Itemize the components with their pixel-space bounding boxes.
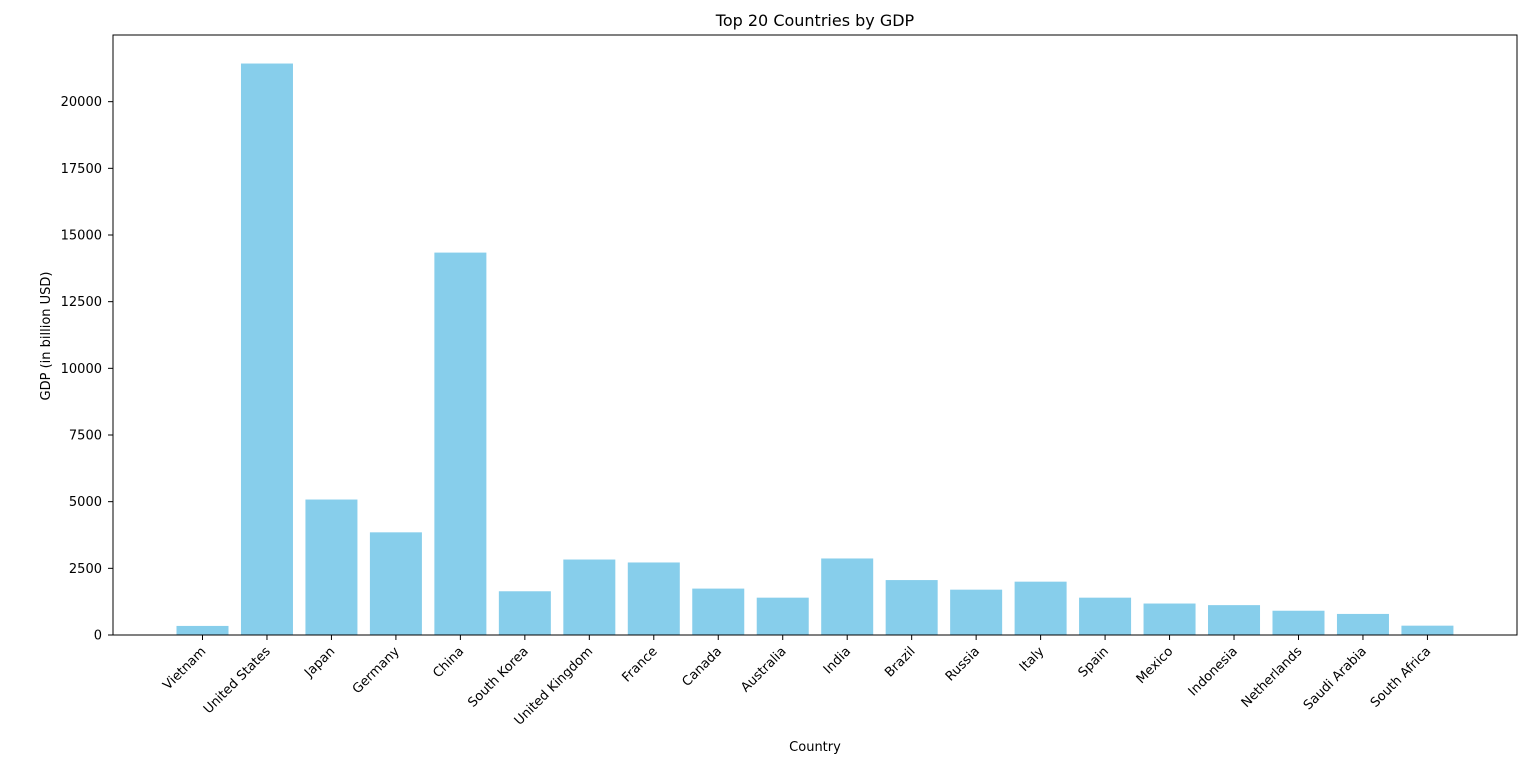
x-tick-label: South Africa [1368,644,1434,710]
bar-vietnam [176,625,229,635]
x-tick-label: Spain [1076,644,1112,680]
y-tick-label: 7500 [69,429,102,444]
x-tick-label: United States [201,644,274,717]
bar-saudi-arabia [1336,613,1389,635]
bar-united-kingdom [563,559,616,635]
x-axis-label: Country [789,740,841,755]
bar-south-africa [1401,625,1454,635]
bar-mexico [1143,603,1196,635]
bar-netherlands [1272,610,1325,635]
x-tick-label: India [821,644,854,677]
bar-india [821,558,874,635]
y-axis-ticks: 0 2500 5000 7500 10000 12500 15000 17500 20000 [61,95,113,644]
x-tick-label: Indonesia [1186,644,1241,699]
x-tick-label: France [619,644,660,685]
bar-canada [692,588,745,635]
x-tick-label: Australia [738,644,789,695]
bar-australia [756,597,809,635]
y-tick-label: 20000 [61,95,102,110]
y-tick-label: 10000 [61,362,102,377]
bar-germany [369,532,422,635]
x-tick-label: Saudi Arabia [1301,644,1370,713]
bar-south-korea [498,591,551,635]
plot-area-frame [112,34,1518,636]
bar-china [434,252,487,635]
x-tick-label: Italy [1017,644,1048,675]
bar-indonesia [1208,605,1261,635]
x-tick-label: Germany [350,644,403,697]
x-tick-label: South Korea [465,644,531,710]
x-tick-label: Brazil [882,644,918,680]
x-tick-label: Japan [301,644,338,681]
bar-france [627,562,680,635]
y-tick-label: 2500 [69,562,102,577]
y-tick-label: 12500 [61,295,102,310]
chart-title: Top 20 Countries by GDP [715,11,915,30]
x-tick-label: Russia [943,644,983,684]
x-tick-label: Vietnam [160,644,209,693]
y-tick-label: 0 [94,629,102,644]
y-tick-label: 15000 [61,229,102,244]
y-tick-label: 5000 [69,495,102,510]
bar-italy [1014,581,1067,635]
x-tick-label: Canada [680,644,726,690]
y-tick-label: 17500 [61,162,102,177]
bar-russia [950,589,1003,635]
bars-layer [176,63,1454,635]
bar-united-states [240,63,293,635]
x-tick-label: China [430,644,467,681]
y-axis-label: GDP (in billion USD) [39,272,54,401]
bar-japan [305,499,358,635]
x-tick-label: Mexico [1134,644,1177,687]
bar-brazil [885,580,938,635]
x-tick-label: Netherlands [1239,644,1306,711]
bar-spain [1079,597,1132,635]
